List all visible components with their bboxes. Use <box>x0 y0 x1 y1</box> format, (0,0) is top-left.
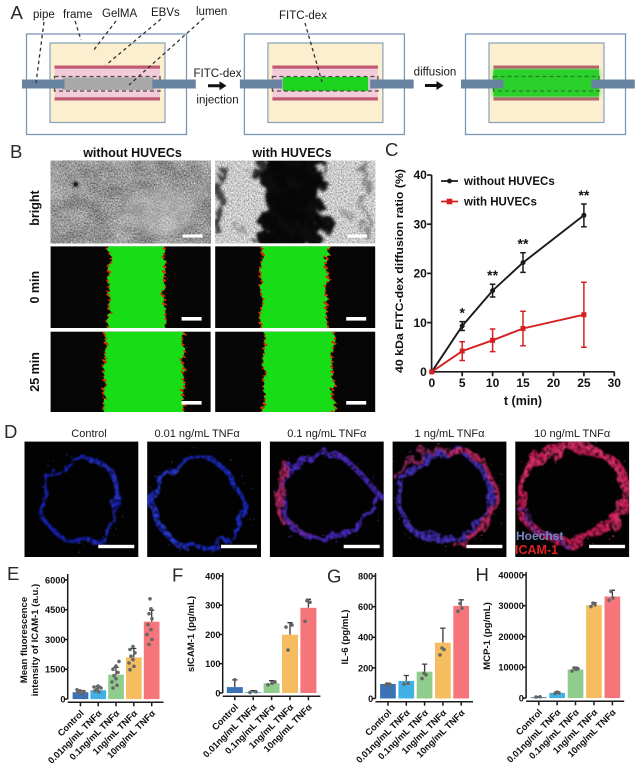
svg-text:Control: Control <box>71 428 106 440</box>
svg-text:200: 200 <box>358 663 373 673</box>
svg-text:**: ** <box>487 267 498 283</box>
svg-text:1 ng/mL TNFα: 1 ng/mL TNFα <box>415 428 486 440</box>
svg-text:4500: 4500 <box>45 605 65 615</box>
svg-text:3000: 3000 <box>45 635 65 645</box>
svg-text:40: 40 <box>413 168 427 182</box>
svg-text:30: 30 <box>413 217 427 231</box>
svg-text:0: 0 <box>60 695 65 705</box>
svg-text:ICAM-1: ICAM-1 <box>515 543 558 557</box>
svg-text:with HUVECs: with HUVECs <box>251 146 331 160</box>
svg-text:Hoechst: Hoechst <box>516 529 563 543</box>
svg-text:0: 0 <box>368 694 373 704</box>
svg-text:6000: 6000 <box>45 575 65 585</box>
svg-text:20000: 20000 <box>498 632 524 642</box>
svg-text:40 kDa FITC-dex diffusion rati: 40 kDa FITC-dex diffusion ratio (%) <box>394 169 406 373</box>
svg-text:sICAM-1 (pg/mL): sICAM-1 (pg/mL) <box>186 596 197 672</box>
svg-text:GelMA: GelMA <box>102 8 137 20</box>
svg-text:1500: 1500 <box>45 665 65 675</box>
svg-text:FITC-dex: FITC-dex <box>194 68 242 80</box>
svg-text:without HUVECs: without HUVECs <box>463 176 555 188</box>
svg-text:lumen: lumen <box>196 6 227 18</box>
svg-text:30000: 30000 <box>498 601 524 611</box>
svg-text:15: 15 <box>516 376 530 390</box>
svg-text:25 min: 25 min <box>28 352 42 392</box>
svg-text:40000: 40000 <box>498 570 524 580</box>
svg-text:A: A <box>11 2 24 23</box>
svg-text:25: 25 <box>577 376 591 390</box>
svg-text:**: ** <box>578 187 589 203</box>
svg-text:intensity of ICAM-1 (a.u.): intensity of ICAM-1 (a.u.) <box>30 584 41 696</box>
svg-text:E: E <box>7 563 19 584</box>
svg-text:0.1 ng/mL TNFα: 0.1 ng/mL TNFα <box>287 428 367 440</box>
svg-text:0: 0 <box>215 688 220 698</box>
svg-text:B: B <box>10 141 22 162</box>
svg-text:0: 0 <box>519 694 524 704</box>
svg-text:10000: 10000 <box>498 663 524 673</box>
svg-text:pipe: pipe <box>33 9 55 21</box>
svg-text:5: 5 <box>459 376 466 390</box>
svg-text:300: 300 <box>205 601 220 611</box>
svg-text:0: 0 <box>428 376 435 390</box>
svg-text:20: 20 <box>547 376 561 390</box>
svg-text:EBVs: EBVs <box>151 7 180 19</box>
svg-text:diffusion: diffusion <box>414 67 457 79</box>
svg-text:frame: frame <box>63 9 92 21</box>
svg-text:600: 600 <box>358 602 373 612</box>
svg-text:C: C <box>385 139 398 160</box>
svg-text:injection: injection <box>196 95 238 107</box>
svg-text:**: ** <box>518 236 529 252</box>
svg-text:0.01 ng/mL TNFα: 0.01 ng/mL TNFα <box>154 428 240 440</box>
svg-text:G: G <box>327 566 341 587</box>
svg-text:IL-6 (pg/mL): IL-6 (pg/mL) <box>340 610 351 665</box>
svg-text:20: 20 <box>413 267 427 281</box>
svg-text:10 ng/mL TNFα: 10 ng/mL TNFα <box>534 428 611 440</box>
svg-text:0: 0 <box>420 365 427 379</box>
svg-text:D: D <box>4 421 17 442</box>
svg-text:800: 800 <box>358 572 373 582</box>
svg-text:100: 100 <box>205 659 220 669</box>
svg-text:30: 30 <box>608 376 622 390</box>
svg-text:with HUVECs: with HUVECs <box>463 197 537 209</box>
svg-text:Mean fluorescence: Mean fluorescence <box>19 597 30 683</box>
svg-text:F: F <box>172 565 183 586</box>
svg-text:0 min: 0 min <box>28 271 42 304</box>
svg-text:t (min): t (min) <box>504 394 542 408</box>
svg-text:*: * <box>459 305 465 321</box>
svg-text:400: 400 <box>358 633 373 643</box>
svg-text:H: H <box>476 564 489 585</box>
svg-text:10: 10 <box>486 376 500 390</box>
svg-text:200: 200 <box>205 630 220 640</box>
svg-text:10: 10 <box>413 316 427 330</box>
svg-text:bright: bright <box>28 189 42 225</box>
svg-text:MCP-1 (pg/mL): MCP-1 (pg/mL) <box>482 602 493 670</box>
svg-text:without HUVECs: without HUVECs <box>82 146 182 160</box>
svg-text:FITC-dex: FITC-dex <box>279 10 327 22</box>
svg-text:400: 400 <box>205 571 220 581</box>
